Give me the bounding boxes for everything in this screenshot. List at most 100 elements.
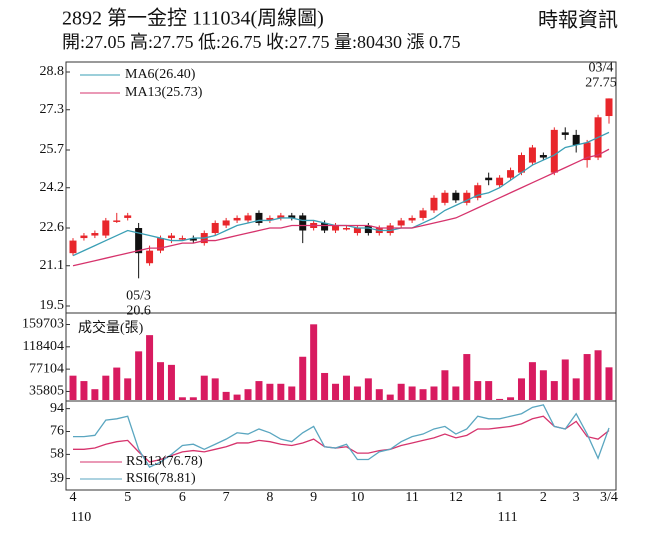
candle-body [178, 238, 186, 240]
volume-bar [463, 354, 471, 400]
volume-bar [277, 383, 285, 400]
candle-body [332, 225, 340, 231]
candle-body [266, 217, 274, 221]
candle-body [211, 222, 219, 234]
candle-body [528, 147, 536, 163]
series-line [72, 148, 610, 267]
y-tick-label: 39 [50, 471, 64, 486]
candle-body [321, 222, 329, 231]
candle-body [583, 142, 591, 161]
candle-body [419, 210, 427, 218]
candle-body [244, 215, 252, 221]
volume-bar [233, 394, 241, 400]
candle-body [452, 192, 460, 201]
candle-body [550, 129, 558, 173]
volume-bar [397, 383, 405, 400]
y-tick-label: 35805 [29, 384, 64, 399]
volume-bar [408, 386, 416, 400]
y-tick-label: 27.3 [40, 102, 65, 117]
title: 2892 第一金控 111034(周線圖) [62, 7, 324, 30]
x-tick-label: 3 [573, 490, 580, 505]
y-tick-label: 22.6 [40, 220, 65, 235]
candle-body [80, 235, 88, 239]
volume-bar [157, 362, 165, 400]
x-year-label: 110 [71, 510, 91, 525]
candle-body [113, 220, 121, 222]
volume-bar [485, 381, 493, 400]
annotation-date: 05/3 [126, 289, 151, 304]
candle-body [539, 155, 547, 158]
candle-body [255, 212, 263, 223]
volume-bar [375, 389, 383, 400]
candle-body [364, 225, 372, 234]
x-tick-label: 12 [449, 490, 463, 505]
x-tick-label: 5 [124, 490, 131, 505]
candle-body [430, 197, 438, 211]
volume-bar [517, 378, 525, 400]
volume-bar [539, 370, 547, 400]
volume-bar [146, 335, 154, 400]
candle-body [408, 217, 416, 221]
volume-bar [299, 356, 307, 400]
x-tick-label: 9 [310, 490, 317, 505]
volume-bar [189, 397, 197, 400]
series-line [73, 404, 610, 468]
candle-body [135, 228, 143, 254]
x-tick-label: 4 [70, 490, 77, 505]
x-tick-label: 6 [179, 490, 186, 505]
volume-bar [244, 389, 252, 400]
legend-label: RSI13(76.78) [126, 454, 203, 469]
volume-bar [583, 354, 591, 400]
y-tick-label: 94 [50, 401, 64, 416]
y-tick-label: 77104 [29, 361, 64, 376]
legend-label: MA6(26.40) [125, 67, 196, 82]
candle-body [463, 192, 471, 203]
y-tick-label: 58 [50, 447, 64, 462]
candle-body [561, 132, 569, 135]
x-tick-label: 3/4 [600, 490, 618, 505]
volume-bar [342, 375, 350, 400]
y-tick-label: 21.1 [40, 258, 65, 273]
x-tick-label: 2 [540, 490, 547, 505]
volume-bar [550, 381, 558, 400]
volume-bar [594, 350, 602, 400]
y-tick-label: 25.7 [40, 142, 65, 157]
volume-bar [507, 397, 515, 400]
candle-body [222, 220, 230, 226]
candle-body [441, 192, 449, 203]
candle-body [91, 233, 99, 236]
volume-bar [200, 375, 208, 400]
candle-body [496, 177, 504, 186]
volume-bar [353, 386, 361, 400]
candle-body [124, 215, 132, 218]
candle-body [386, 225, 394, 234]
series-line [73, 415, 610, 463]
volume-bar [91, 389, 99, 400]
x-tick-label: 8 [266, 490, 273, 505]
candle-body [517, 155, 525, 173]
candle-body [299, 215, 307, 231]
y-tick-label: 159703 [22, 317, 64, 332]
volume-bar [332, 383, 340, 400]
volume-bar [113, 367, 121, 400]
candle-body [69, 240, 77, 254]
volume-bar [310, 324, 318, 400]
y-tick-label: 118404 [23, 339, 64, 354]
volume-bar [69, 375, 77, 400]
volume-bar [167, 364, 175, 400]
volume-bar [255, 381, 263, 400]
legend-label: MA13(25.73) [125, 85, 203, 100]
volume-bar [452, 386, 460, 400]
volume-bar [528, 362, 536, 400]
volume-bar [178, 397, 186, 400]
candle-body [474, 185, 482, 198]
candle-body [342, 228, 350, 230]
volume-bar [419, 389, 427, 400]
candle-body [277, 215, 285, 218]
candle-body [167, 235, 175, 239]
volume-bar [474, 381, 482, 400]
frame [65, 61, 617, 491]
panel-title: 成交量(張) [78, 319, 144, 336]
